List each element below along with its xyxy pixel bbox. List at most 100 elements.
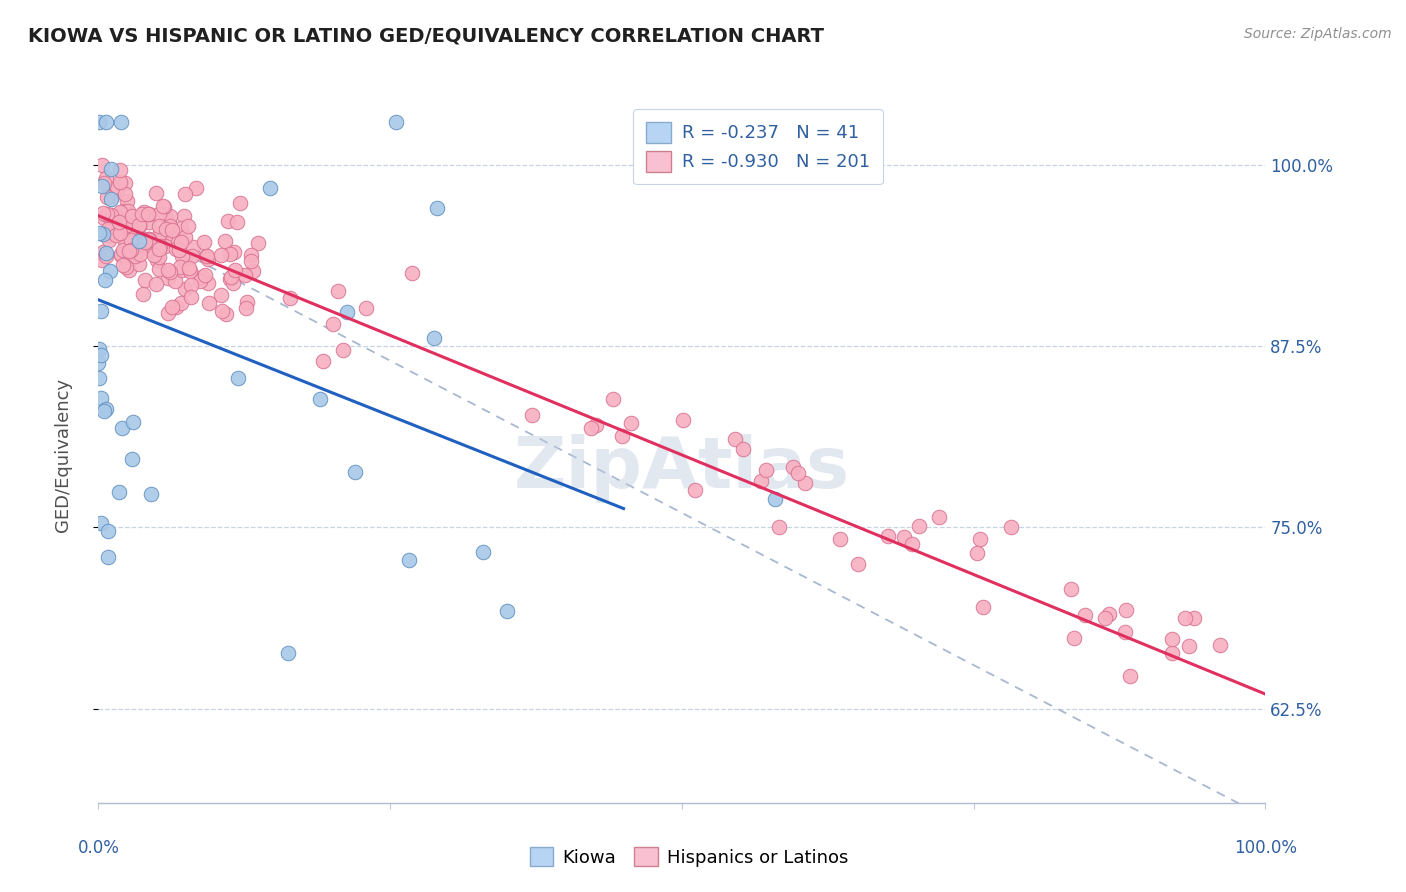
Point bbox=[148, 242, 170, 256]
Point bbox=[132, 238, 155, 252]
Point bbox=[585, 418, 607, 433]
Point bbox=[173, 209, 195, 223]
Point bbox=[224, 263, 246, 277]
Point bbox=[152, 200, 174, 214]
Point bbox=[472, 544, 495, 558]
Point bbox=[117, 263, 139, 277]
Point bbox=[214, 234, 236, 248]
Point bbox=[152, 230, 174, 244]
Point bbox=[155, 222, 177, 236]
Point bbox=[138, 206, 160, 220]
Point bbox=[893, 530, 915, 544]
Point bbox=[221, 270, 243, 285]
Point bbox=[120, 233, 142, 247]
Point bbox=[97, 524, 120, 538]
Point bbox=[94, 249, 117, 263]
Point bbox=[235, 301, 257, 315]
Point bbox=[111, 214, 134, 228]
Point bbox=[148, 262, 170, 277]
Point bbox=[217, 213, 239, 227]
Point bbox=[222, 244, 245, 259]
Point bbox=[610, 429, 633, 443]
Point bbox=[186, 181, 208, 195]
Point bbox=[136, 237, 159, 252]
Point bbox=[108, 175, 131, 189]
Point bbox=[115, 246, 138, 260]
Point bbox=[278, 291, 301, 305]
Point bbox=[90, 392, 112, 406]
Point bbox=[180, 278, 202, 293]
Point bbox=[148, 219, 170, 233]
Point bbox=[1063, 631, 1085, 645]
Legend: Kiowa, Hispanics or Latinos: Kiowa, Hispanics or Latinos bbox=[523, 840, 855, 874]
Point bbox=[160, 300, 183, 314]
Point bbox=[336, 305, 359, 319]
Point bbox=[132, 287, 155, 301]
Point bbox=[344, 465, 367, 479]
Point bbox=[112, 258, 135, 272]
Point bbox=[112, 203, 135, 218]
Point bbox=[1094, 611, 1116, 625]
Point bbox=[733, 442, 755, 456]
Point bbox=[101, 188, 124, 202]
Text: ZipAtlas: ZipAtlas bbox=[515, 434, 849, 503]
Point bbox=[165, 300, 187, 314]
Point bbox=[108, 484, 131, 499]
Point bbox=[107, 183, 129, 197]
Point bbox=[97, 228, 120, 243]
Point bbox=[96, 208, 118, 222]
Point bbox=[98, 233, 121, 247]
Point bbox=[121, 415, 143, 429]
Point bbox=[94, 114, 117, 128]
Point bbox=[115, 194, 138, 208]
Point bbox=[93, 403, 115, 417]
Point bbox=[91, 158, 114, 172]
Point bbox=[522, 409, 544, 423]
Point bbox=[120, 243, 142, 257]
Point bbox=[195, 249, 218, 263]
Point bbox=[218, 272, 240, 286]
Point bbox=[174, 187, 197, 202]
Point bbox=[129, 246, 152, 260]
Point bbox=[398, 553, 420, 567]
Point bbox=[129, 214, 152, 228]
Point bbox=[138, 233, 160, 247]
Point bbox=[100, 218, 122, 232]
Point bbox=[1161, 646, 1184, 660]
Point bbox=[782, 460, 804, 475]
Point bbox=[101, 210, 124, 224]
Point bbox=[197, 276, 219, 290]
Point bbox=[115, 260, 138, 274]
Point bbox=[969, 532, 991, 546]
Point bbox=[157, 216, 180, 230]
Point bbox=[124, 249, 146, 263]
Point bbox=[131, 207, 153, 221]
Point bbox=[100, 192, 122, 206]
Y-axis label: GED/Equivalency: GED/Equivalency bbox=[53, 378, 72, 532]
Point bbox=[136, 232, 159, 246]
Point bbox=[222, 277, 245, 291]
Point bbox=[145, 186, 167, 200]
Point bbox=[246, 235, 269, 250]
Point bbox=[114, 186, 136, 201]
Point bbox=[172, 249, 194, 263]
Text: Source: ZipAtlas.com: Source: ZipAtlas.com bbox=[1244, 27, 1392, 41]
Point bbox=[89, 342, 111, 356]
Point bbox=[169, 235, 191, 249]
Point bbox=[197, 252, 219, 267]
Point bbox=[121, 451, 143, 466]
Point bbox=[180, 290, 202, 304]
Point bbox=[174, 282, 197, 296]
Point bbox=[107, 220, 129, 235]
Point bbox=[685, 483, 707, 497]
Point bbox=[218, 247, 240, 261]
Point bbox=[165, 274, 187, 288]
Point bbox=[724, 432, 747, 446]
Point bbox=[181, 240, 204, 254]
Point bbox=[755, 463, 778, 477]
Point bbox=[259, 181, 281, 195]
Point bbox=[149, 226, 172, 240]
Point bbox=[98, 264, 121, 278]
Point bbox=[401, 267, 423, 281]
Point bbox=[132, 232, 155, 246]
